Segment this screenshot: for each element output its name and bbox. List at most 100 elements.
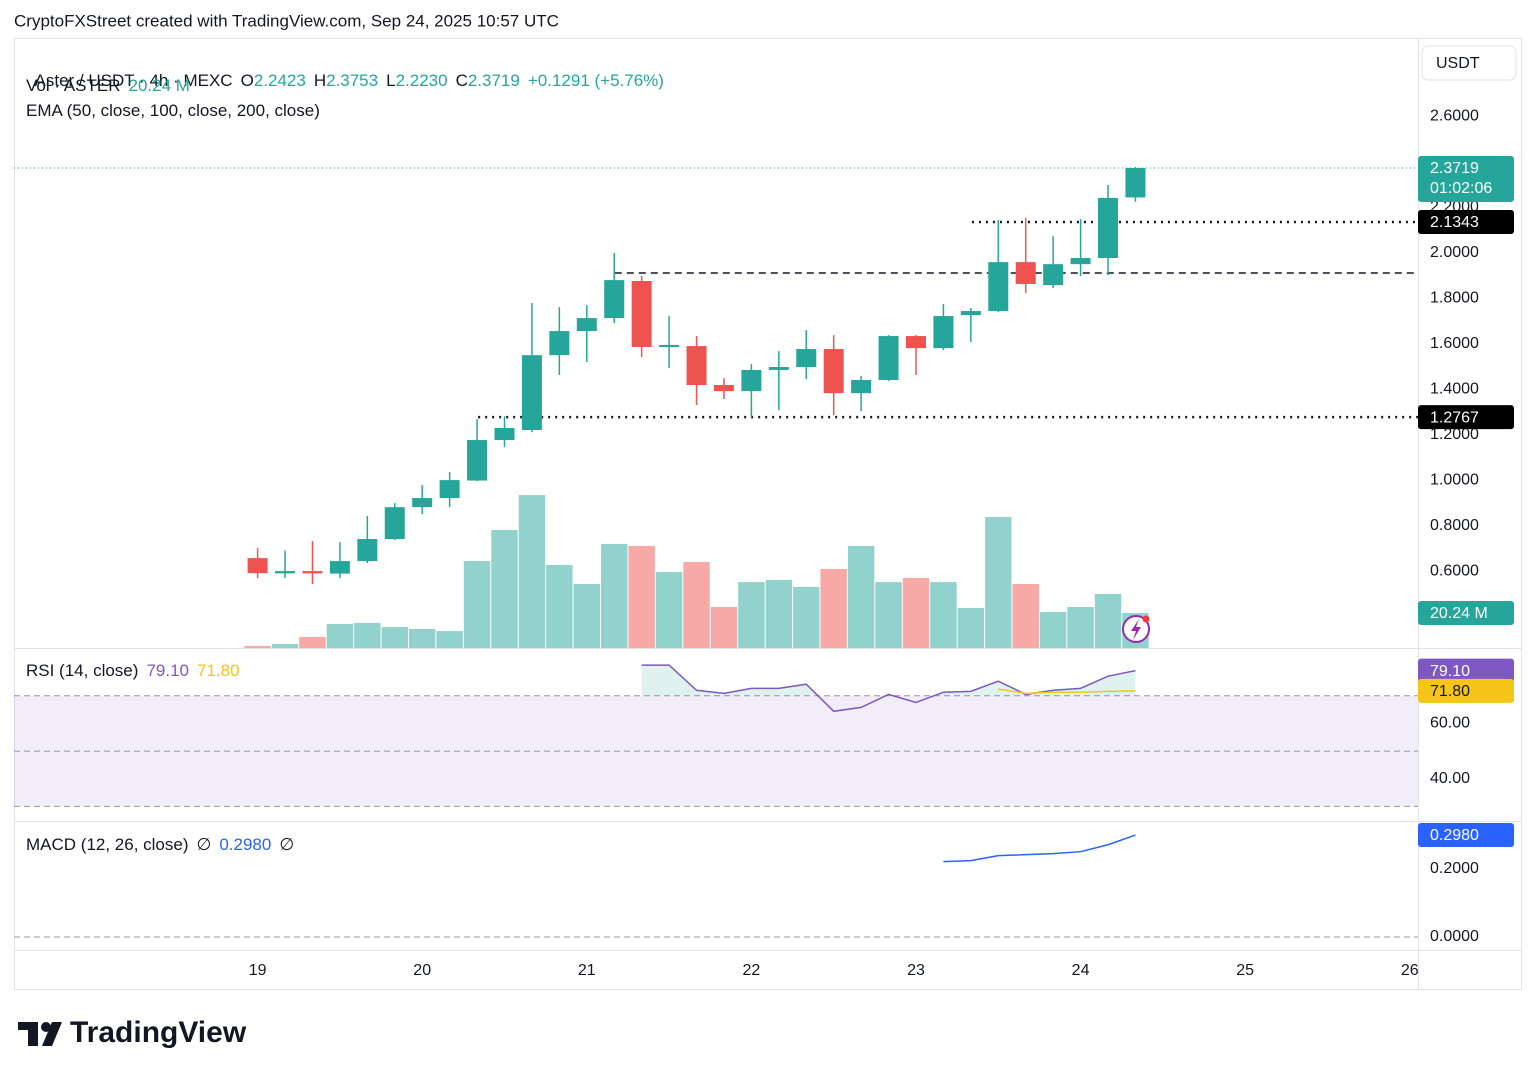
ohlc-letter: C [455, 71, 468, 90]
x-tick-label: 21 [578, 962, 596, 979]
y-tick-label: 60.00 [1430, 715, 1470, 732]
volume-bar [820, 568, 847, 648]
y-tick-label: 1.0000 [1430, 471, 1479, 488]
volume-bar [573, 583, 601, 648]
ohlc-letter: O [240, 71, 254, 90]
volume-bar [518, 495, 546, 648]
currency-label: USDT [1436, 55, 1480, 72]
volume-bar [738, 582, 765, 648]
rsi-value: 79.10 [146, 661, 189, 680]
level-label-box [1418, 405, 1514, 430]
plot-layer: 0.6000 0.8000 1.0000 1.2000 1.4000 1.6000 1.80… [14, 107, 1521, 989]
ohlc-value: 2.3719 [467, 71, 520, 90]
frame [14, 38, 1522, 990]
candle-body [1043, 264, 1064, 286]
x-tick-label: 20 [413, 962, 431, 979]
x-tick-label: 22 [742, 962, 760, 979]
candle-body [604, 280, 625, 319]
volume-bar [1067, 606, 1094, 648]
macd-symbol: ∅ [196, 835, 212, 854]
candle-body [713, 384, 734, 392]
legend-macd: MACD (12, 26, close) ∅ 0.2980 ∅ [26, 835, 302, 855]
candle-body [768, 367, 789, 370]
level-label-box [1418, 210, 1514, 235]
ohlc-letter: L [386, 71, 396, 90]
volume-bar [683, 562, 710, 648]
countdown: 01:02:06 [1430, 180, 1492, 197]
candle-body [1070, 258, 1091, 265]
legend-volume: Vol · ASTER 20.24 M [26, 76, 198, 96]
series-label-box [1418, 658, 1514, 683]
volume-bar [902, 577, 930, 648]
candle-body [247, 558, 268, 574]
y-tick-label: 2.6000 [1430, 107, 1479, 124]
candle-body [851, 379, 872, 394]
series-line [998, 688, 1136, 695]
macd-title: MACD (12, 26, close) [26, 835, 189, 854]
volume-bar [1039, 612, 1067, 648]
x-tick-label: 25 [1236, 962, 1254, 979]
macd-value: 0.2980 [219, 835, 272, 854]
candle-body [275, 571, 296, 574]
ohlc-letter: H [313, 71, 327, 90]
volume-bar [1012, 583, 1039, 648]
candle-body [521, 355, 542, 431]
y-tick-label: 1.4000 [1430, 380, 1479, 397]
candle-body [384, 507, 405, 540]
ema-title: EMA (50, close, 100, close, 200, close) [26, 101, 320, 120]
ohlc-value: 2.3753 [326, 71, 379, 90]
credit: CryptoFXStreet created with TradingView.… [14, 11, 559, 30]
series-line [641, 664, 1136, 713]
volume-value: 20.24 M [128, 76, 190, 95]
volume-bar [354, 622, 381, 648]
volume-bar [655, 572, 683, 648]
rsi-title: RSI (14, close) [26, 661, 139, 680]
candle-body [412, 498, 433, 508]
volume-bar [1094, 594, 1122, 648]
y-tick-label: 1.2000 [1430, 426, 1479, 443]
y-tick-label: 1.6000 [1430, 335, 1479, 352]
volume-bar [408, 628, 436, 648]
level-label: 1.2767 [1430, 409, 1479, 426]
volume-bar [957, 608, 985, 648]
candle-body [988, 262, 1009, 312]
volume-bar [491, 530, 518, 648]
x-tick-label: 24 [1072, 962, 1090, 979]
last-price-box [1418, 155, 1514, 202]
y-tick-label: 0.8000 [1430, 517, 1479, 534]
x-tick-label: 23 [907, 962, 925, 979]
series-label: 79.10 [1430, 663, 1470, 680]
candle-body [329, 561, 350, 574]
volume-bar [244, 645, 271, 648]
volume-bar [628, 545, 655, 648]
y-tick-label: 40.00 [1430, 770, 1470, 787]
legend-price: Aster / USDT · 4h · MEXC O2.2423 H2.3753 L2… [26, 51, 672, 91]
x-tick-label: 19 [249, 962, 267, 979]
ohlc-value: 2.2423 [253, 71, 306, 90]
volume-bar [436, 631, 463, 648]
level-label: 2.1343 [1430, 214, 1479, 231]
volume-bar [985, 517, 1012, 648]
series-label: 71.80 [1430, 683, 1470, 700]
macd-symbol: ∅ [279, 835, 295, 854]
volume-bar [381, 627, 408, 648]
axis-corner [1419, 951, 1521, 989]
y-tick-label: 2.0000 [1430, 244, 1479, 261]
volume-bar [930, 582, 957, 648]
volume-bar [271, 644, 299, 648]
alert-icon[interactable] [1122, 615, 1150, 643]
currency-button[interactable] [1421, 45, 1517, 81]
candle-body [549, 331, 570, 356]
volume-bar [601, 544, 628, 648]
series-label-box [1418, 823, 1514, 848]
last-price-label: 2.3719 [1430, 160, 1479, 177]
volume-bar [793, 586, 820, 648]
candle-body [357, 539, 378, 562]
y-tick-label: 0.0000 [1430, 928, 1479, 945]
volume-bar [326, 623, 354, 648]
series-label: 0.2980 [1430, 827, 1479, 844]
volume-bar [765, 580, 793, 648]
candle-body [960, 311, 981, 316]
